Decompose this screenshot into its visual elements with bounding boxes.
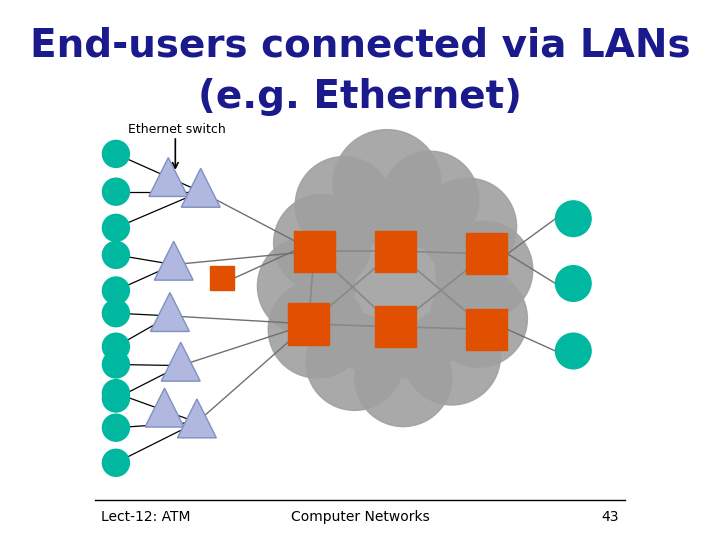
Text: Computer Networks: Computer Networks — [291, 510, 429, 524]
Polygon shape — [161, 342, 200, 381]
Circle shape — [274, 194, 371, 292]
Circle shape — [102, 241, 130, 268]
Circle shape — [102, 414, 130, 441]
Circle shape — [102, 380, 130, 407]
Circle shape — [306, 313, 403, 410]
Circle shape — [555, 266, 591, 301]
Circle shape — [102, 333, 130, 360]
Circle shape — [382, 151, 479, 248]
Polygon shape — [150, 293, 189, 332]
Circle shape — [419, 178, 517, 275]
Text: (e.g. Ethernet): (e.g. Ethernet) — [198, 78, 522, 116]
Polygon shape — [181, 168, 220, 207]
Circle shape — [333, 130, 441, 238]
Text: Lect-12: ATM: Lect-12: ATM — [101, 510, 190, 524]
Polygon shape — [154, 241, 193, 280]
Circle shape — [102, 385, 130, 412]
Bar — [467, 309, 508, 350]
Polygon shape — [178, 399, 217, 438]
Circle shape — [102, 449, 130, 476]
Circle shape — [102, 178, 130, 205]
Text: Ethernet switch: Ethernet switch — [128, 123, 225, 136]
Bar — [374, 306, 415, 347]
Bar — [210, 266, 234, 290]
Circle shape — [298, 184, 492, 378]
Bar — [294, 231, 335, 272]
Circle shape — [555, 333, 591, 369]
Circle shape — [102, 300, 130, 327]
Circle shape — [268, 281, 365, 378]
Circle shape — [102, 351, 130, 378]
Bar — [374, 231, 415, 272]
Text: 43: 43 — [602, 510, 619, 524]
Circle shape — [295, 157, 392, 254]
Circle shape — [102, 140, 130, 167]
Polygon shape — [145, 388, 184, 427]
Circle shape — [555, 201, 591, 237]
Circle shape — [431, 270, 527, 367]
Bar — [288, 303, 329, 345]
Polygon shape — [149, 158, 188, 197]
Bar — [467, 233, 508, 274]
Text: End-users connected via LANs: End-users connected via LANs — [30, 27, 690, 65]
Circle shape — [258, 238, 355, 335]
Circle shape — [436, 221, 533, 319]
Circle shape — [102, 214, 130, 241]
Circle shape — [354, 329, 452, 427]
Circle shape — [102, 277, 130, 304]
Circle shape — [403, 308, 500, 405]
